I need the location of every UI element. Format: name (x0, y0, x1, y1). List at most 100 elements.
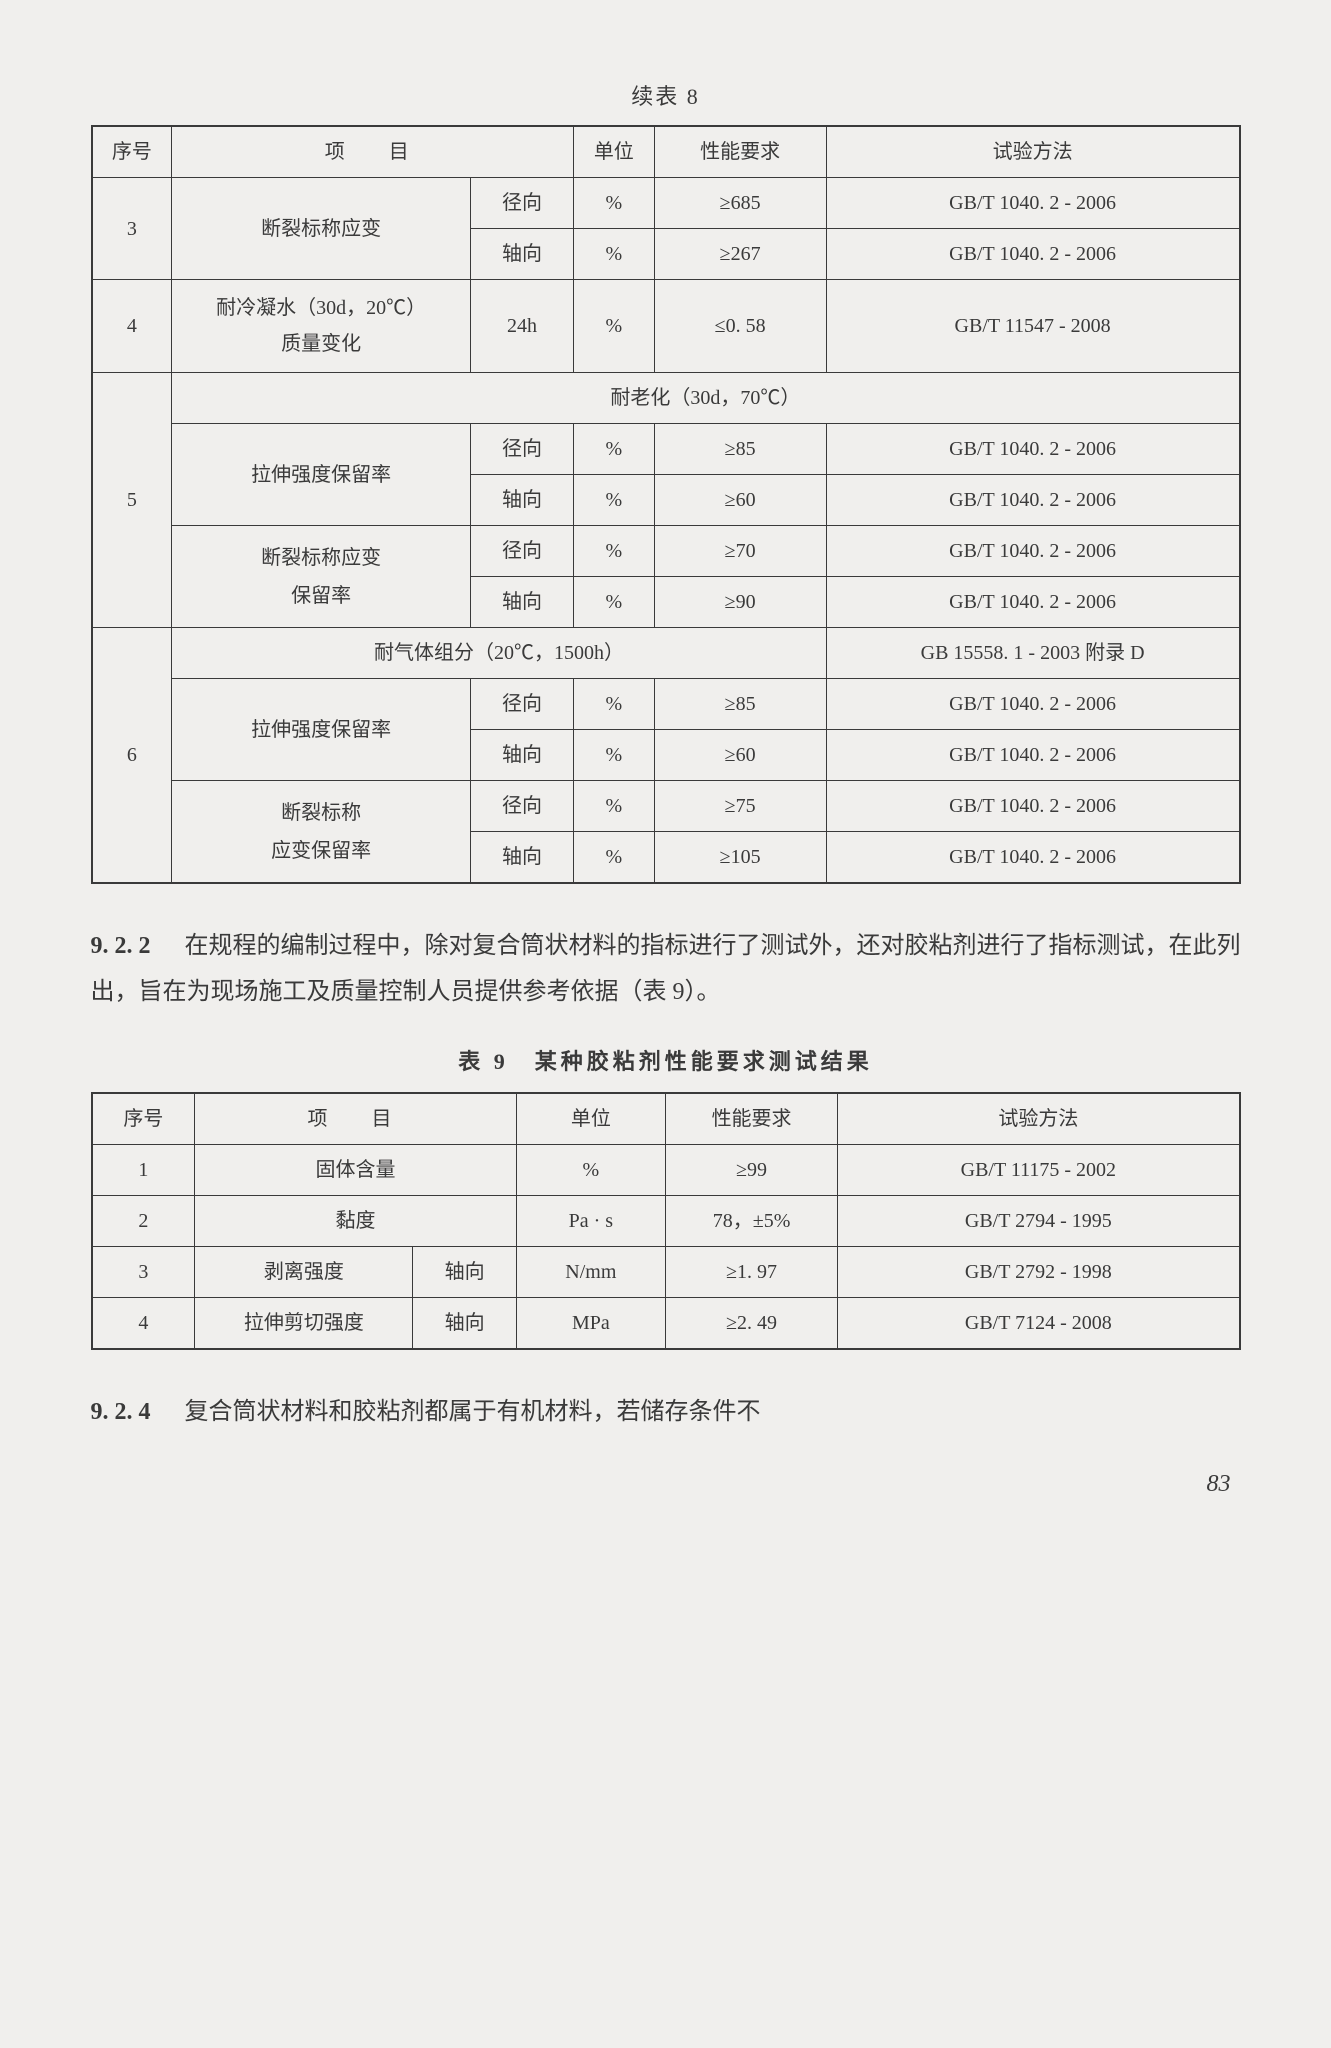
table-row: 4 耐冷凝水（30d，20℃） 质量变化 24h % ≤0. 58 GB/T 1… (92, 280, 1240, 373)
cell-method: GB/T 1040. 2 - 2006 (826, 178, 1239, 229)
cell-method: GB/T 11175 - 2002 (838, 1145, 1240, 1196)
cell-method: GB/T 1040. 2 - 2006 (826, 679, 1239, 730)
cell-unit: Pa · s (516, 1196, 665, 1247)
cell-dir: 轴向 (413, 1298, 516, 1350)
cell-item: 拉伸强度保留率 (172, 424, 470, 526)
cell-item-line1: 断裂标称 (281, 802, 361, 824)
cell-method: GB/T 1040. 2 - 2006 (826, 577, 1239, 628)
cell-idx: 4 (92, 1298, 195, 1350)
cell-req: ≥60 (654, 475, 826, 526)
cell-item: 黏度 (195, 1196, 516, 1247)
cell-dir: 轴向 (470, 475, 573, 526)
cell-item-line2: 质量变化 (281, 333, 361, 355)
th-item: 项 目 (172, 126, 574, 178)
cell-dir: 径向 (470, 178, 573, 229)
cell-req: ≥75 (654, 781, 826, 832)
table8: 序号 项 目 单位 性能要求 试验方法 3 断裂标称应变 径向 % ≥685 G… (91, 125, 1241, 884)
cell-unit: % (574, 730, 654, 781)
cell-method: GB/T 1040. 2 - 2006 (826, 526, 1239, 577)
cell-req: ≥1. 97 (665, 1247, 837, 1298)
cell-method: GB 15558. 1 - 2003 附录 D (826, 628, 1239, 679)
cell-dir: 径向 (470, 424, 573, 475)
cell-req: ≥90 (654, 577, 826, 628)
cell-dir: 轴向 (470, 730, 573, 781)
cell-req: ≥85 (654, 424, 826, 475)
cell-dir: 轴向 (470, 832, 573, 884)
table-row: 1 固体含量 % ≥99 GB/T 11175 - 2002 (92, 1145, 1240, 1196)
cell-req: ≥99 (665, 1145, 837, 1196)
table-row: 3 剥离强度 轴向 N/mm ≥1. 97 GB/T 2792 - 1998 (92, 1247, 1240, 1298)
table-row: 3 断裂标称应变 径向 % ≥685 GB/T 1040. 2 - 2006 (92, 178, 1240, 229)
cell-req: ≥2. 49 (665, 1298, 837, 1350)
document-page: 续表 8 序号 项 目 单位 性能要求 试验方法 3 断裂标称应变 径向 % ≥… (91, 80, 1241, 1502)
paragraph-text: 复合筒状材料和胶粘剂都属于有机材料，若储存条件不 (161, 1399, 761, 1425)
th-method: 试验方法 (826, 126, 1239, 178)
cell-method: GB/T 1040. 2 - 2006 (826, 832, 1239, 884)
cell-idx: 6 (92, 628, 172, 884)
cell-unit: % (574, 577, 654, 628)
cell-unit: % (574, 280, 654, 373)
th-seq: 序号 (92, 126, 172, 178)
cell-unit: % (574, 229, 654, 280)
cell-idx: 1 (92, 1145, 195, 1196)
table-row: 拉伸强度保留率 径向 % ≥85 GB/T 1040. 2 - 2006 (92, 424, 1240, 475)
cell-item: 断裂标称 应变保留率 (172, 781, 470, 884)
cell-req: ≥105 (654, 832, 826, 884)
cell-idx: 3 (92, 178, 172, 280)
table-row: 断裂标称 应变保留率 径向 % ≥75 GB/T 1040. 2 - 2006 (92, 781, 1240, 832)
cell-req: ≥85 (654, 679, 826, 730)
table9-caption: 表 9 某种胶粘剂性能要求测试结果 (91, 1045, 1241, 1078)
cell-dir: 24h (470, 280, 573, 373)
cell-unit: % (574, 832, 654, 884)
cell-subheader: 耐气体组分（20℃，1500h） (172, 628, 826, 679)
th-unit: 单位 (574, 126, 654, 178)
th-req: 性能要求 (654, 126, 826, 178)
cell-dir: 径向 (470, 679, 573, 730)
cell-dir: 径向 (470, 526, 573, 577)
cell-item: 拉伸剪切强度 (195, 1298, 413, 1350)
cell-unit: % (574, 475, 654, 526)
th-item: 项 目 (195, 1093, 516, 1145)
cell-req: ≤0. 58 (654, 280, 826, 373)
cell-method: GB/T 2792 - 1998 (838, 1247, 1240, 1298)
cell-dir: 轴向 (470, 577, 573, 628)
paragraph-924: 9. 2. 4 复合筒状材料和胶粘剂都属于有机材料，若储存条件不 (91, 1390, 1241, 1436)
table9: 序号 项 目 单位 性能要求 试验方法 1 固体含量 % ≥99 GB/T 11… (91, 1092, 1241, 1350)
th-unit: 单位 (516, 1093, 665, 1145)
cell-method: GB/T 1040. 2 - 2006 (826, 730, 1239, 781)
cell-unit: MPa (516, 1298, 665, 1350)
cell-idx: 5 (92, 373, 172, 628)
table-row: 4 拉伸剪切强度 轴向 MPa ≥2. 49 GB/T 7124 - 2008 (92, 1298, 1240, 1350)
cell-unit: % (574, 178, 654, 229)
cell-dir: 径向 (470, 781, 573, 832)
table-row: 断裂标称应变 保留率 径向 % ≥70 GB/T 1040. 2 - 2006 (92, 526, 1240, 577)
paragraph-text: 在规程的编制过程中，除对复合筒状材料的指标进行了测试外，还对胶粘剂进行了指标测试… (91, 933, 1241, 1005)
cell-item: 剥离强度 (195, 1247, 413, 1298)
cell-item-line1: 断裂标称应变 (261, 547, 381, 569)
table-row: 2 黏度 Pa · s 78，±5% GB/T 2794 - 1995 (92, 1196, 1240, 1247)
table9-header-row: 序号 项 目 单位 性能要求 试验方法 (92, 1093, 1240, 1145)
table-row: 5 耐老化（30d，70℃） (92, 373, 1240, 424)
paragraph-922: 9. 2. 2 在规程的编制过程中，除对复合筒状材料的指标进行了测试外，还对胶粘… (91, 924, 1241, 1015)
cell-method: GB/T 1040. 2 - 2006 (826, 229, 1239, 280)
th-req: 性能要求 (665, 1093, 837, 1145)
cell-idx: 4 (92, 280, 172, 373)
cell-method: GB/T 2794 - 1995 (838, 1196, 1240, 1247)
cell-item: 断裂标称应变 保留率 (172, 526, 470, 628)
cell-dir: 轴向 (413, 1247, 516, 1298)
cell-req: ≥685 (654, 178, 826, 229)
th-method: 试验方法 (838, 1093, 1240, 1145)
cell-method: GB/T 1040. 2 - 2006 (826, 424, 1239, 475)
th-seq: 序号 (92, 1093, 195, 1145)
cell-unit: % (574, 781, 654, 832)
cell-unit: % (574, 424, 654, 475)
cell-req: ≥60 (654, 730, 826, 781)
cell-item-line2: 保留率 (291, 585, 351, 607)
section-number: 9. 2. 2 (91, 933, 151, 959)
cell-req: ≥267 (654, 229, 826, 280)
table8-header-row: 序号 项 目 单位 性能要求 试验方法 (92, 126, 1240, 178)
cell-item-line1: 耐冷凝水（30d，20℃） (216, 297, 426, 319)
cell-item: 断裂标称应变 (172, 178, 470, 280)
cell-item: 拉伸强度保留率 (172, 679, 470, 781)
table8-caption: 续表 8 (91, 80, 1241, 113)
